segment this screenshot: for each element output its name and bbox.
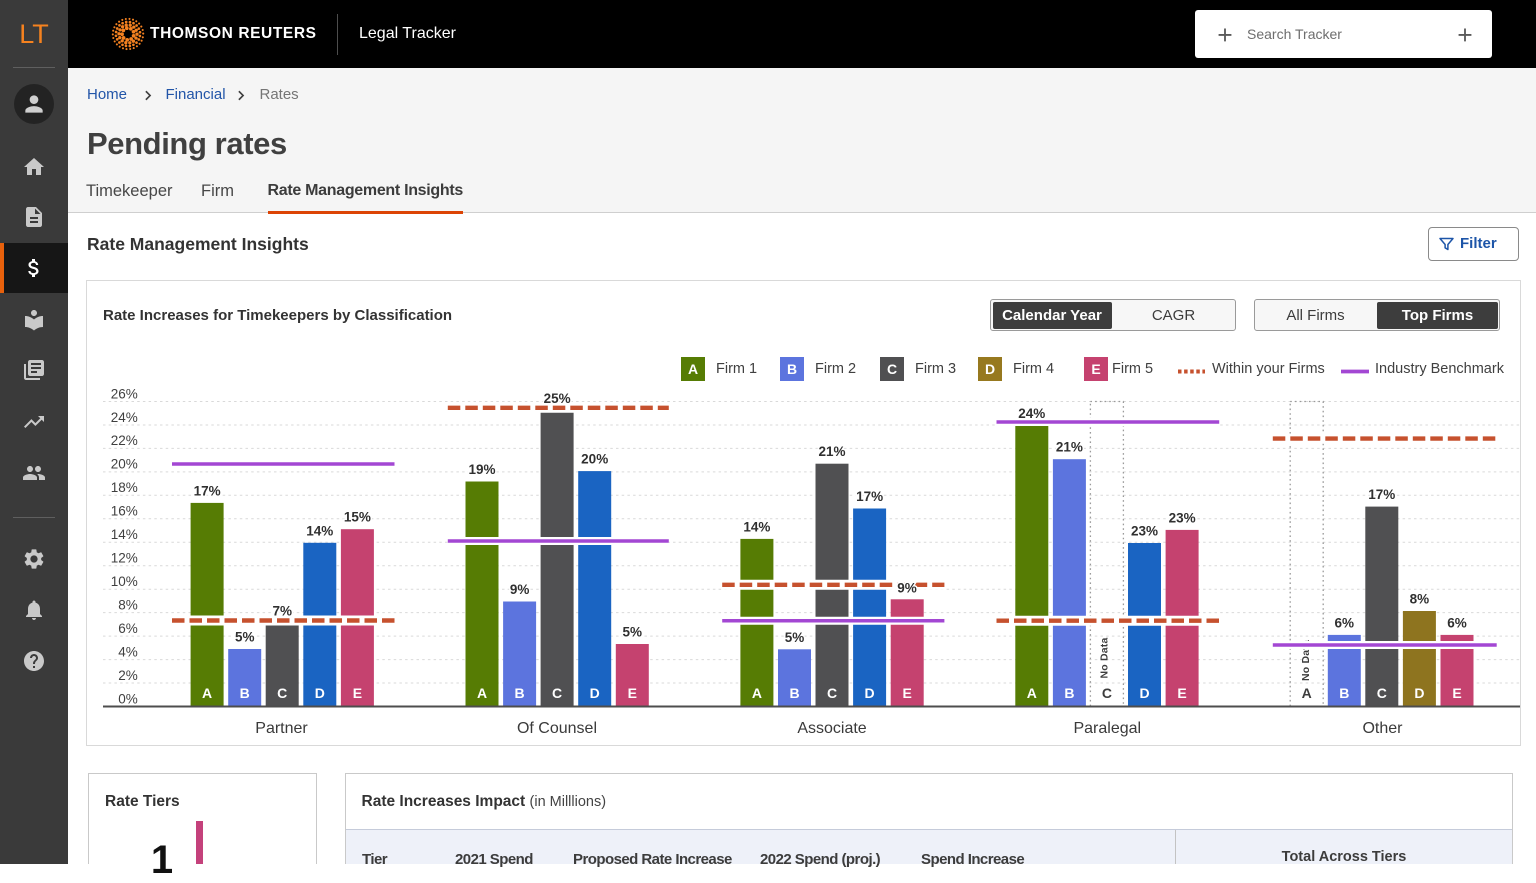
svg-text:14%: 14% <box>306 523 333 538</box>
svg-text:20%: 20% <box>111 457 138 472</box>
svg-text:A: A <box>752 685 762 701</box>
svg-text:4%: 4% <box>118 644 138 659</box>
svg-text:14%: 14% <box>111 527 138 542</box>
svg-text:D: D <box>865 685 875 701</box>
svg-text:5%: 5% <box>235 630 255 645</box>
svg-text:C: C <box>1377 685 1387 701</box>
svg-text:0%: 0% <box>118 691 138 706</box>
svg-text:21%: 21% <box>818 444 845 459</box>
svg-text:A: A <box>1027 685 1037 701</box>
svg-text:E: E <box>628 685 637 701</box>
svg-text:Associate: Associate <box>797 720 866 737</box>
svg-text:6%: 6% <box>1335 615 1355 630</box>
svg-text:24%: 24% <box>111 410 138 425</box>
svg-text:E: E <box>1452 685 1461 701</box>
svg-text:2%: 2% <box>118 668 138 683</box>
svg-text:23%: 23% <box>1131 524 1158 539</box>
svg-text:17%: 17% <box>194 483 221 498</box>
svg-text:No Data: No Data <box>1099 637 1111 678</box>
svg-text:B: B <box>1064 685 1074 701</box>
svg-text:A: A <box>1302 685 1312 701</box>
svg-text:D: D <box>315 685 325 701</box>
svg-text:D: D <box>1139 685 1149 701</box>
svg-text:21%: 21% <box>1056 440 1083 455</box>
svg-text:15%: 15% <box>344 510 371 525</box>
svg-text:Paralegal: Paralegal <box>1073 720 1141 737</box>
svg-text:22%: 22% <box>111 433 138 448</box>
svg-text:19%: 19% <box>468 462 495 477</box>
svg-text:5%: 5% <box>785 630 805 645</box>
svg-text:B: B <box>240 685 250 701</box>
svg-text:7%: 7% <box>272 603 292 618</box>
svg-text:26%: 26% <box>111 386 138 401</box>
svg-text:A: A <box>477 685 487 701</box>
svg-text:12%: 12% <box>111 551 138 566</box>
svg-text:Of Counsel: Of Counsel <box>517 720 597 737</box>
svg-text:Other: Other <box>1362 720 1403 737</box>
svg-text:B: B <box>1339 685 1349 701</box>
svg-text:B: B <box>789 685 799 701</box>
svg-text:5%: 5% <box>623 625 643 640</box>
svg-text:6%: 6% <box>1447 615 1467 630</box>
svg-text:16%: 16% <box>111 504 138 519</box>
svg-text:9%: 9% <box>510 582 530 597</box>
svg-text:17%: 17% <box>1368 487 1395 502</box>
svg-text:17%: 17% <box>856 489 883 504</box>
svg-text:C: C <box>277 685 287 701</box>
svg-text:8%: 8% <box>1410 592 1430 607</box>
svg-text:E: E <box>353 685 362 701</box>
svg-text:8%: 8% <box>118 597 138 612</box>
svg-text:C: C <box>827 685 837 701</box>
svg-text:14%: 14% <box>743 519 770 534</box>
svg-text:No Data: No Data <box>1300 640 1312 681</box>
svg-text:9%: 9% <box>897 581 917 596</box>
svg-text:24%: 24% <box>1018 406 1045 421</box>
svg-text:6%: 6% <box>118 621 138 636</box>
svg-text:25%: 25% <box>544 391 571 406</box>
svg-text:A: A <box>202 685 212 701</box>
svg-text:23%: 23% <box>1169 510 1196 525</box>
svg-text:B: B <box>515 685 525 701</box>
svg-text:E: E <box>1177 685 1186 701</box>
svg-text:D: D <box>1414 685 1424 701</box>
svg-text:Partner: Partner <box>255 720 308 737</box>
svg-text:10%: 10% <box>111 574 138 589</box>
svg-text:C: C <box>552 685 562 701</box>
svg-text:20%: 20% <box>581 452 608 467</box>
svg-text:18%: 18% <box>111 480 138 495</box>
svg-text:C: C <box>1102 685 1112 701</box>
svg-text:E: E <box>903 685 912 701</box>
svg-text:D: D <box>590 685 600 701</box>
